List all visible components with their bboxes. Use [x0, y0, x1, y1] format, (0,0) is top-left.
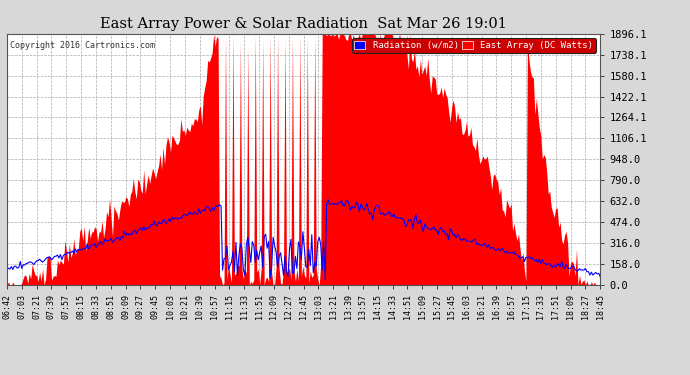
Legend: Radiation (w/m2), East Array (DC Watts): Radiation (w/m2), East Array (DC Watts) — [352, 38, 595, 53]
Title: East Array Power & Solar Radiation  Sat Mar 26 19:01: East Array Power & Solar Radiation Sat M… — [100, 17, 507, 31]
Text: Copyright 2016 Cartronics.com: Copyright 2016 Cartronics.com — [10, 41, 155, 50]
